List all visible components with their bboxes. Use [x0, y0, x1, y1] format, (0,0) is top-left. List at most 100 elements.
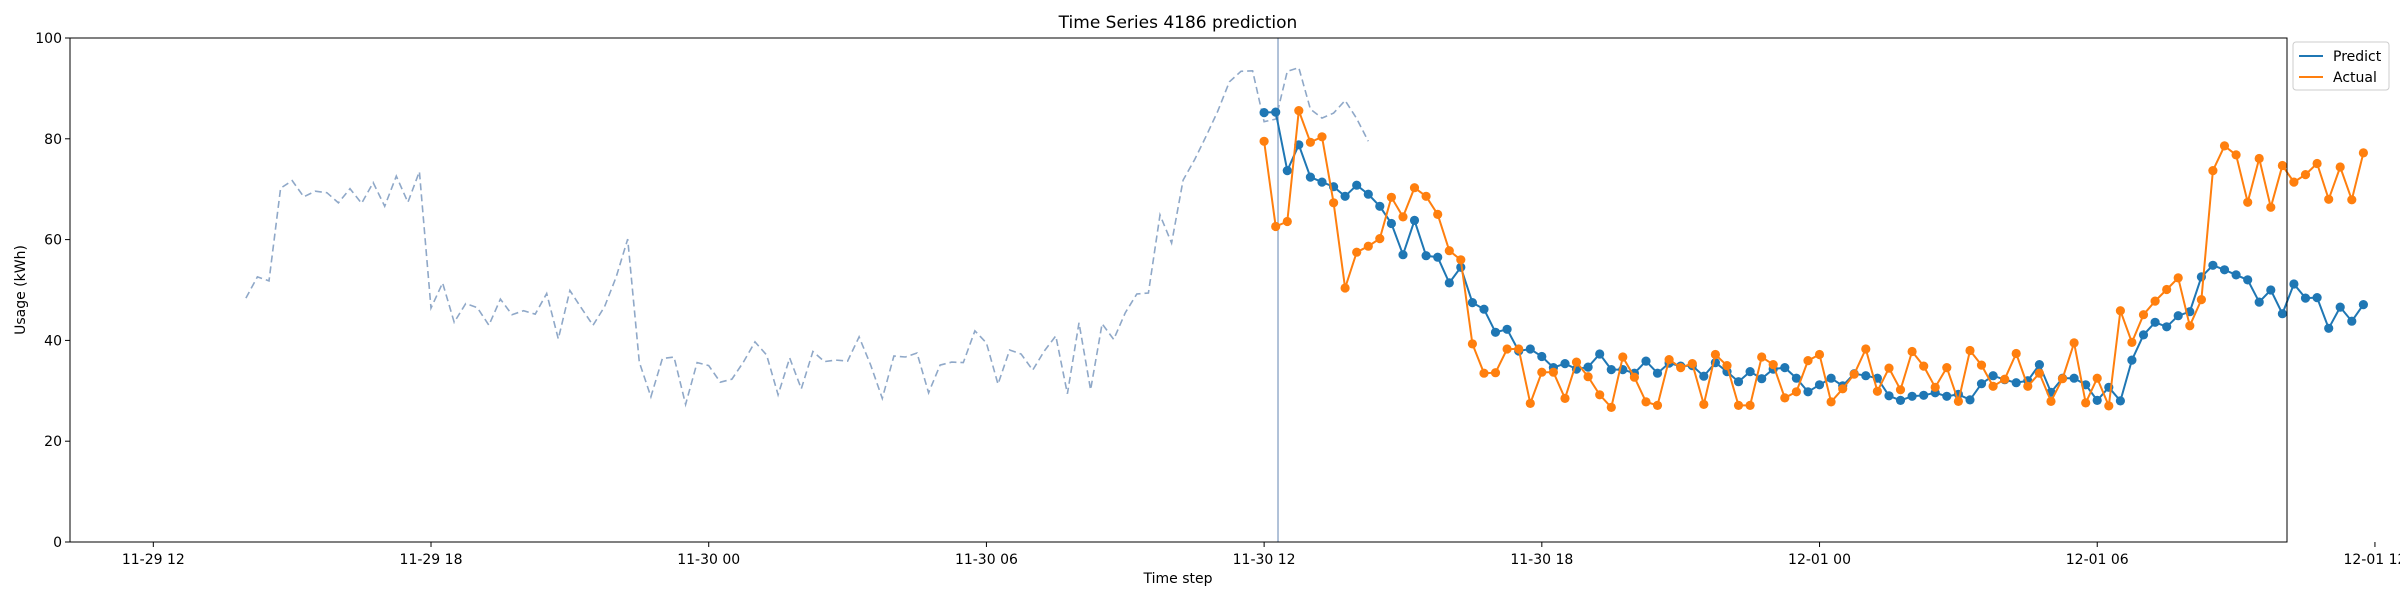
actual-point: [1861, 344, 1871, 354]
actual-point: [2092, 373, 2102, 383]
predict-point: [1271, 107, 1281, 117]
y-tick-label: 100: [35, 31, 62, 47]
actual-point: [1976, 360, 1987, 370]
predict-point: [2300, 293, 2311, 303]
predict-point: [1641, 356, 1651, 366]
predict-point: [2358, 300, 2368, 310]
predict-point: [1942, 391, 1952, 401]
y-tick-label: 40: [44, 333, 62, 349]
predict-point: [1733, 377, 1744, 387]
actual-point: [2069, 338, 2079, 348]
predict-point: [1595, 349, 1605, 359]
predict-point: [1976, 379, 1987, 389]
actual-point: [1664, 355, 1674, 365]
actual-point: [1433, 209, 1443, 219]
legend: Predict Actual: [2292, 41, 2390, 91]
predict-point: [1282, 166, 1292, 176]
x-tick-label: 11-30 18: [1510, 552, 1573, 568]
predict-point: [2231, 270, 2241, 280]
actual-point: [2057, 374, 2068, 384]
actual-point: [1826, 397, 1836, 407]
actual-point: [2266, 202, 2276, 212]
predict-point: [1490, 327, 1501, 337]
actual-point: [1965, 345, 1975, 356]
actual-point: [2277, 160, 2287, 171]
actual-point: [1942, 363, 1952, 373]
actual-point: [2000, 374, 2010, 384]
actual-point: [2208, 166, 2218, 176]
actual-point: [1583, 372, 1593, 382]
actual-point: [2011, 348, 2021, 359]
predict-point: [1583, 362, 1593, 372]
actual-point: [1421, 191, 1431, 201]
actual-point: [1768, 360, 1778, 370]
actual-point: [1409, 183, 1420, 193]
actual-point: [1757, 352, 1767, 362]
predict-point: [1895, 395, 1906, 405]
predict-point: [2289, 279, 2299, 289]
predict-point: [1352, 180, 1362, 190]
actual-point: [1479, 368, 1489, 378]
predict-point: [1780, 363, 1790, 373]
y-axis-label: Usage (kWh): [13, 245, 29, 335]
actual-point: [1699, 399, 1709, 409]
predict-point: [2127, 355, 2137, 365]
predict-point: [1444, 278, 1454, 288]
actual-point: [1733, 400, 1744, 410]
predict-point: [1803, 387, 1813, 397]
actual-point: [2358, 148, 2368, 158]
actual-point: [1537, 367, 1547, 377]
actual-point: [1618, 352, 1628, 362]
x-tick-label: 12-01 00: [1788, 552, 1851, 568]
y-tick-label: 0: [53, 535, 62, 551]
predict-point: [1375, 201, 1385, 211]
actual-point: [1514, 344, 1524, 354]
actual-point: [1803, 356, 1813, 366]
actual-point: [1282, 216, 1292, 227]
actual-point: [2185, 321, 2195, 331]
predict-point: [1988, 371, 1998, 381]
predict-point: [1340, 191, 1350, 201]
x-tick-label: 11-30 06: [955, 552, 1018, 568]
predict-point: [2312, 293, 2322, 303]
predict-point: [1467, 298, 1477, 308]
actual-point: [1340, 283, 1350, 293]
predict-point: [1757, 374, 1767, 384]
predict-point: [1433, 252, 1443, 262]
actual-point: [1722, 361, 1732, 371]
predict-point: [2219, 265, 2230, 275]
actual-point: [2300, 170, 2311, 180]
predict-point: [1652, 368, 1663, 378]
actual-point: [1884, 363, 1894, 373]
actual-point: [1629, 372, 1639, 382]
predict-point: [1398, 250, 1408, 260]
actual-point: [1953, 396, 1963, 406]
actual-point: [2243, 197, 2253, 207]
actual-point: [2023, 381, 2033, 391]
actual-point: [1259, 136, 1269, 146]
predict-point: [1919, 390, 1929, 400]
actual-point: [2046, 396, 2056, 406]
actual-point: [1930, 382, 1940, 392]
actual-point: [2081, 398, 2091, 408]
predict-point: [1305, 172, 1315, 182]
predict-point: [2254, 297, 2264, 307]
predict-point: [2277, 309, 2287, 319]
predict-point: [1884, 391, 1894, 401]
actual-point: [1606, 402, 1616, 412]
chart-title: Time Series 4186 prediction: [1058, 13, 1298, 33]
actual-point: [1398, 212, 1408, 222]
actual-point: [1490, 368, 1501, 378]
predict-point: [2138, 330, 2149, 340]
actual-point: [1571, 357, 1582, 367]
actual-point: [1329, 198, 1339, 208]
actual-point: [2104, 401, 2114, 411]
predict-point: [2115, 396, 2125, 406]
actual-point: [1872, 386, 1882, 396]
x-tick-label: 12-01 06: [2066, 552, 2129, 568]
actual-point: [1907, 346, 1917, 357]
predict-point: [1259, 108, 1269, 118]
predict-point: [2347, 316, 2357, 326]
predict-point: [1814, 380, 1825, 390]
actual-point: [1467, 339, 1477, 349]
